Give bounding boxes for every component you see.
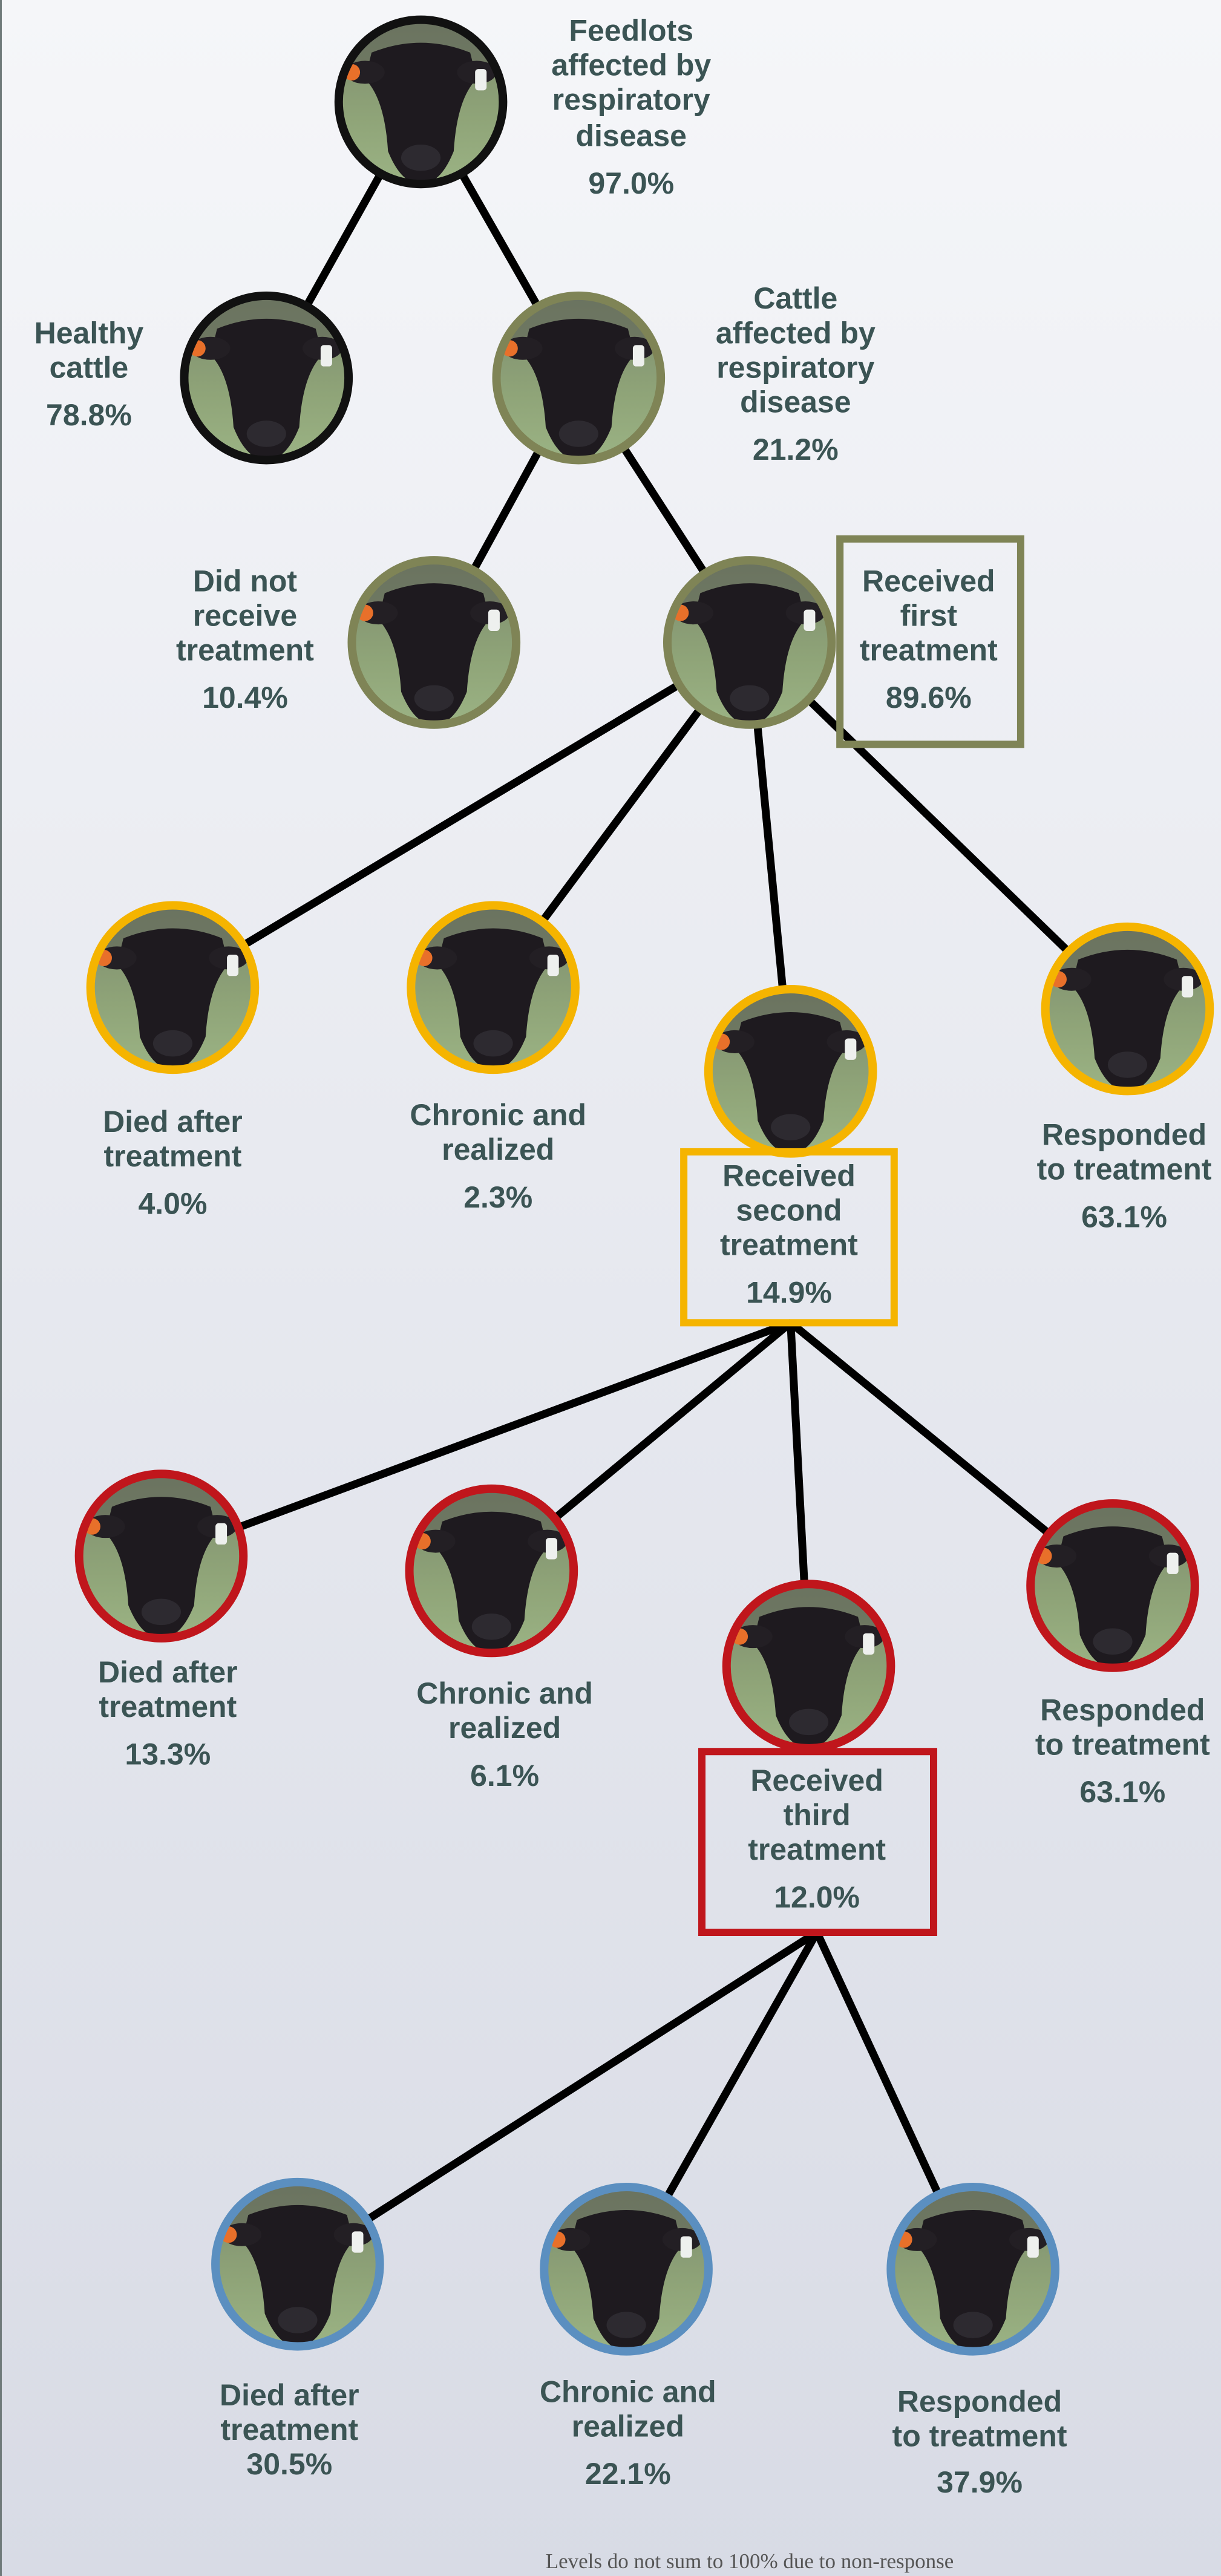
node-label: realized (448, 1711, 561, 1745)
node-label: treatment (99, 1690, 237, 1724)
node-label: affected by (716, 316, 876, 350)
node-value: 97.0% (588, 166, 674, 200)
node-value: 13.3% (125, 1737, 211, 1771)
node-label: Chronic and (416, 1676, 593, 1710)
node-label: to treatment (1037, 1152, 1212, 1186)
node-label: Cattle (753, 281, 837, 315)
node-value: 6.1% (470, 1759, 539, 1793)
node-label: treatment (860, 633, 998, 667)
node-label: Died after (103, 1105, 243, 1139)
node-label: second (736, 1194, 842, 1228)
node-label: treatment (104, 1139, 242, 1173)
node-value: 30.5% (246, 2447, 332, 2481)
node-value: 37.9% (937, 2465, 1023, 2499)
tree: Feedlotsaffected byrespiratorydisease97.… (2, 0, 1221, 2576)
node-value: 10.4% (202, 681, 288, 714)
node-label: Received (862, 564, 995, 598)
node-label: treatment (748, 1832, 886, 1866)
edge (298, 1932, 817, 2264)
node-label: realized (572, 2409, 684, 2443)
node-label: Did not (193, 564, 298, 598)
node-label: treatment (220, 2413, 358, 2447)
node-value: 14.9% (746, 1275, 832, 1309)
node-label: disease (740, 385, 851, 419)
node-label: receive (193, 598, 297, 632)
node-label: Died after (98, 1655, 238, 1689)
node-label: Received (722, 1159, 856, 1193)
node-value: 2.3% (463, 1180, 532, 1214)
node-label: realized (442, 1133, 554, 1166)
node-label: Responded (897, 2385, 1062, 2419)
node-label: to treatment (892, 2419, 1067, 2453)
node-label: to treatment (1035, 1727, 1210, 1761)
node-label: third (784, 1798, 851, 1832)
node-label: first (900, 598, 958, 632)
node-label: affected by (551, 48, 711, 82)
node-value: 21.2% (753, 433, 839, 466)
node-value: 63.1% (1079, 1775, 1165, 1809)
footnote: Levels do not sum to 100% due to non-res… (546, 2549, 954, 2573)
node-label: respiratory (716, 350, 874, 384)
node-label: treatment (720, 1228, 858, 1262)
node-value: 89.6% (886, 681, 972, 714)
node-value: 4.0% (138, 1187, 207, 1221)
node-label: Died after (220, 2378, 359, 2412)
node-label: Healthy (34, 316, 144, 350)
node-label: respiratory (552, 83, 710, 117)
node-label: Responded (1040, 1693, 1205, 1727)
node-value: 63.1% (1081, 1200, 1167, 1234)
node-label: Responded (1042, 1118, 1206, 1152)
node-label: treatment (176, 633, 314, 667)
node-label: cattle (50, 350, 129, 384)
node-value: 12.0% (774, 1880, 860, 1914)
node-value: 22.1% (585, 2457, 671, 2491)
node-value: 78.8% (46, 398, 132, 432)
node-label: Chronic and (540, 2375, 716, 2408)
node-label: Chronic and (410, 1098, 586, 1132)
node-label: disease (575, 119, 686, 152)
node-label: Received (750, 1764, 883, 1797)
diagram: Feedlotsaffected byrespiratorydisease97.… (0, 0, 1221, 2576)
node-label: Feedlots (569, 14, 693, 48)
